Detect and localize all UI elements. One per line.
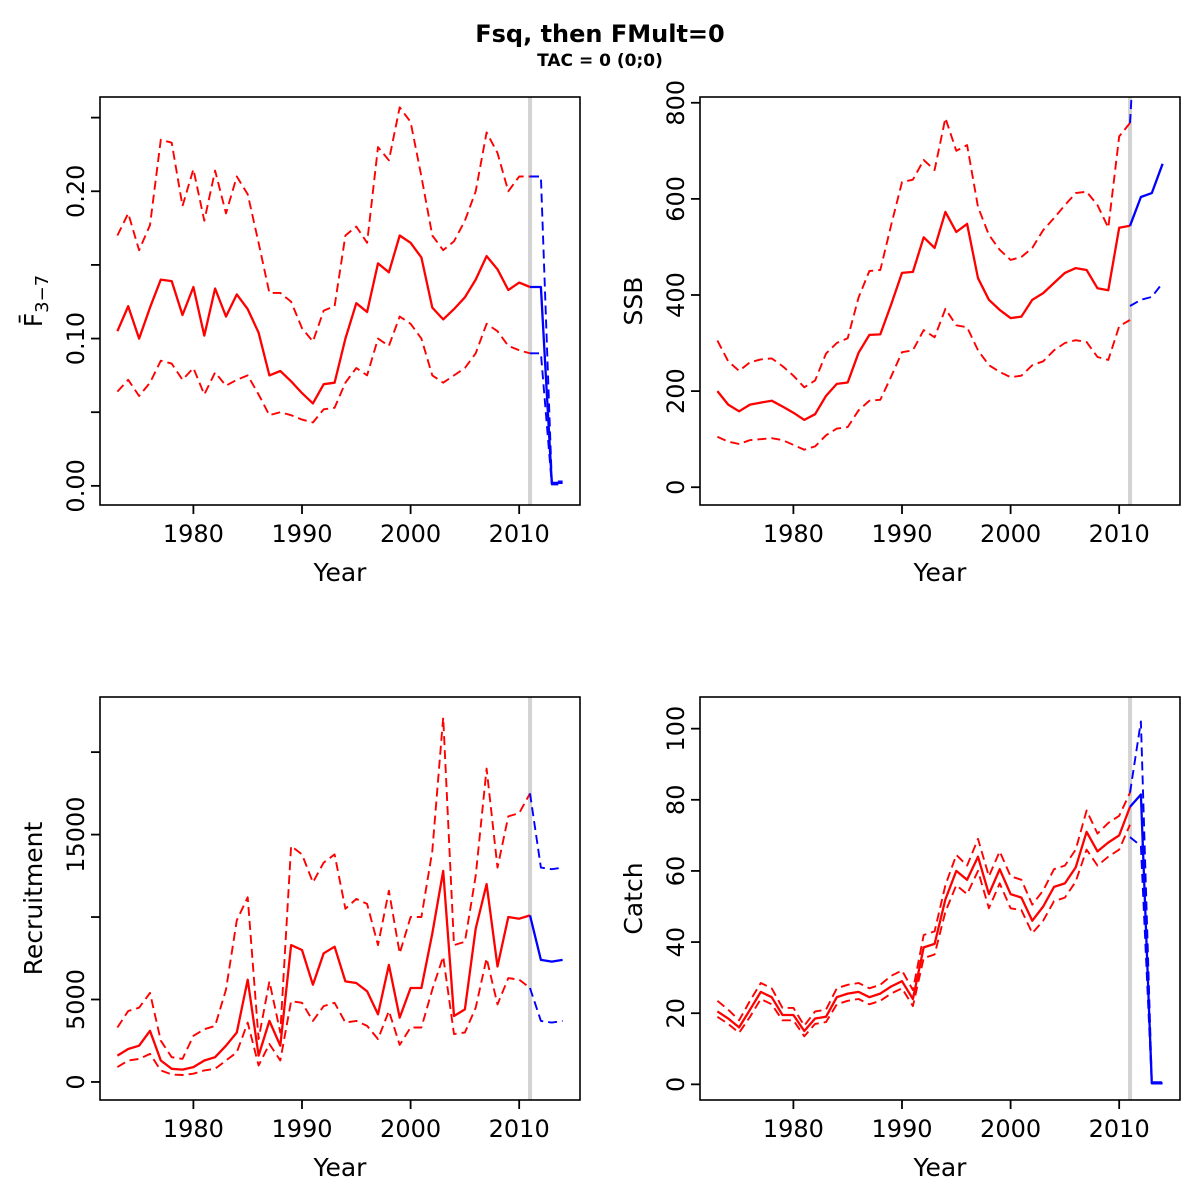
series-recruitment-ci-lower-history (116, 955, 531, 1076)
series-recruitment-ci-upper-history (116, 716, 531, 1060)
x-tick-label: 1980 (163, 1115, 224, 1143)
plot-box (699, 96, 1181, 506)
series-group (716, 720, 1163, 1085)
y-tick-label: 0.10 (62, 312, 90, 365)
series-ssb-median-projection (1128, 163, 1164, 227)
chart-fbar-panel: 1980 1990 2000 2010 Year 0.00 0.10 0.20 F̄3−7 (18, 96, 581, 587)
series-fbar-ci-upper-projection (530, 175, 563, 483)
y-tick-label: 800 (662, 80, 690, 126)
chart-catch-panel: 1980 1990 2000 2010 Year 0 20 40 60 80 100 Catch (619, 696, 1181, 1182)
x-axis-title: Year (913, 558, 968, 587)
series-ssb-median-history (716, 210, 1131, 422)
plot-box (699, 696, 1181, 1101)
x-tick-label: 1990 (271, 520, 332, 548)
series-catch-ci-upper-projection (1129, 720, 1163, 1084)
x-tick-label: 1990 (271, 1115, 332, 1143)
y-axis: 0 200 400 600 800 SSB (619, 80, 700, 495)
y-tick-label: 80 (662, 785, 690, 816)
x-tick-label: 2000 (380, 1115, 441, 1143)
series-fbar-ci-lower-history (116, 315, 531, 424)
figure-subtitle: TAC = 0 (0;0) (537, 51, 663, 71)
x-axis: 1980 1990 2000 2010 Year (763, 505, 1150, 587)
x-axis: 1980 1990 2000 2010 Year (763, 1100, 1150, 1182)
x-axis-title: Year (313, 1153, 368, 1182)
series-ssb-ci-upper-history (716, 117, 1131, 389)
series-ssb-ci-lower-history (717, 307, 1131, 451)
series-fbar-ci-lower-projection (530, 352, 563, 486)
y-tick-label: 0 (662, 1077, 690, 1092)
series-ssb-ci-lower-projection (1129, 282, 1164, 307)
chart-recruitment-panel: 1980 1990 2000 2010 Year 0 5000 15000 Recruitmen… (19, 696, 581, 1182)
x-tick-label: 2000 (980, 520, 1041, 548)
y-tick-label: 40 (662, 927, 690, 958)
y-axis: 0.00 0.10 0.20 F̄3−7 (18, 116, 100, 513)
y-axis-title: F̄3−7 (18, 275, 53, 327)
x-tick-label: 2010 (489, 520, 550, 548)
series-catch-median-history (716, 806, 1132, 1033)
x-tick-label: 2010 (1089, 520, 1150, 548)
series-group (116, 106, 563, 486)
series-group (716, 97, 1164, 451)
y-axis-title: SSB (619, 277, 648, 326)
y-tick-label: 20 (662, 998, 690, 1029)
x-tick-label: 1980 (763, 520, 824, 548)
y-tick-label: 0 (62, 1074, 90, 1089)
x-tick-label: 2010 (1089, 1115, 1150, 1143)
y-tick-label: 0.00 (62, 459, 90, 512)
chart-ssb-panel: 1980 1990 2000 2010 Year 0 200 400 600 800 SSB (619, 80, 1181, 587)
x-tick-label: 1990 (871, 520, 932, 548)
series-recruitment-ci-upper-projection (529, 793, 563, 871)
x-tick-label: 1980 (763, 1115, 824, 1143)
y-tick-label: 15000 (62, 796, 90, 872)
y-tick-label: 60 (662, 856, 690, 887)
plot-box (99, 696, 581, 1101)
y-tick-label: 200 (662, 368, 690, 414)
x-axis-title: Year (313, 558, 368, 587)
series-fbar-median-history (116, 234, 531, 405)
series-fbar-ci-upper-history (116, 106, 530, 343)
y-axis: 0 20 40 60 80 100 Catch (619, 706, 700, 1092)
y-axis-title: Recruitment (19, 821, 48, 975)
y-tick-label: 100 (662, 706, 690, 752)
x-tick-label: 2000 (380, 520, 441, 548)
series-ssb-ci-upper-projection (1129, 97, 1133, 124)
y-axis-title: Catch (619, 862, 648, 934)
x-tick-label: 1990 (871, 1115, 932, 1143)
series-recruitment-median-projection (528, 915, 563, 963)
x-tick-label: 1980 (163, 520, 224, 548)
x-axis-title: Year (913, 1153, 968, 1182)
series-recruitment-ci-lower-projection (529, 987, 563, 1024)
y-tick-label: 0.20 (62, 165, 90, 218)
y-axis: 0 5000 15000 Recruitment (19, 751, 100, 1090)
y-tick-label: 0 (662, 480, 690, 495)
x-axis: 1980 1990 2000 2010 Year (163, 1100, 550, 1182)
x-tick-label: 2010 (489, 1115, 550, 1143)
series-recruitment-median-history (116, 869, 531, 1071)
y-tick-label: 600 (662, 176, 690, 222)
x-tick-label: 2000 (980, 1115, 1041, 1143)
y-tick-label: 5000 (62, 969, 90, 1030)
series-fbar-median-projection (530, 285, 563, 485)
series-catch-ci-upper-history (716, 792, 1131, 1027)
series-catch-ci-lower-history (716, 824, 1131, 1038)
figure-title: Fsq, then FMult=0 (475, 20, 724, 48)
x-axis: 1980 1990 2000 2010 Year (163, 505, 550, 587)
series-group (116, 716, 563, 1076)
plot-box (99, 96, 581, 506)
series-catch-median-projection (1129, 793, 1163, 1085)
y-tick-label: 400 (662, 272, 690, 318)
